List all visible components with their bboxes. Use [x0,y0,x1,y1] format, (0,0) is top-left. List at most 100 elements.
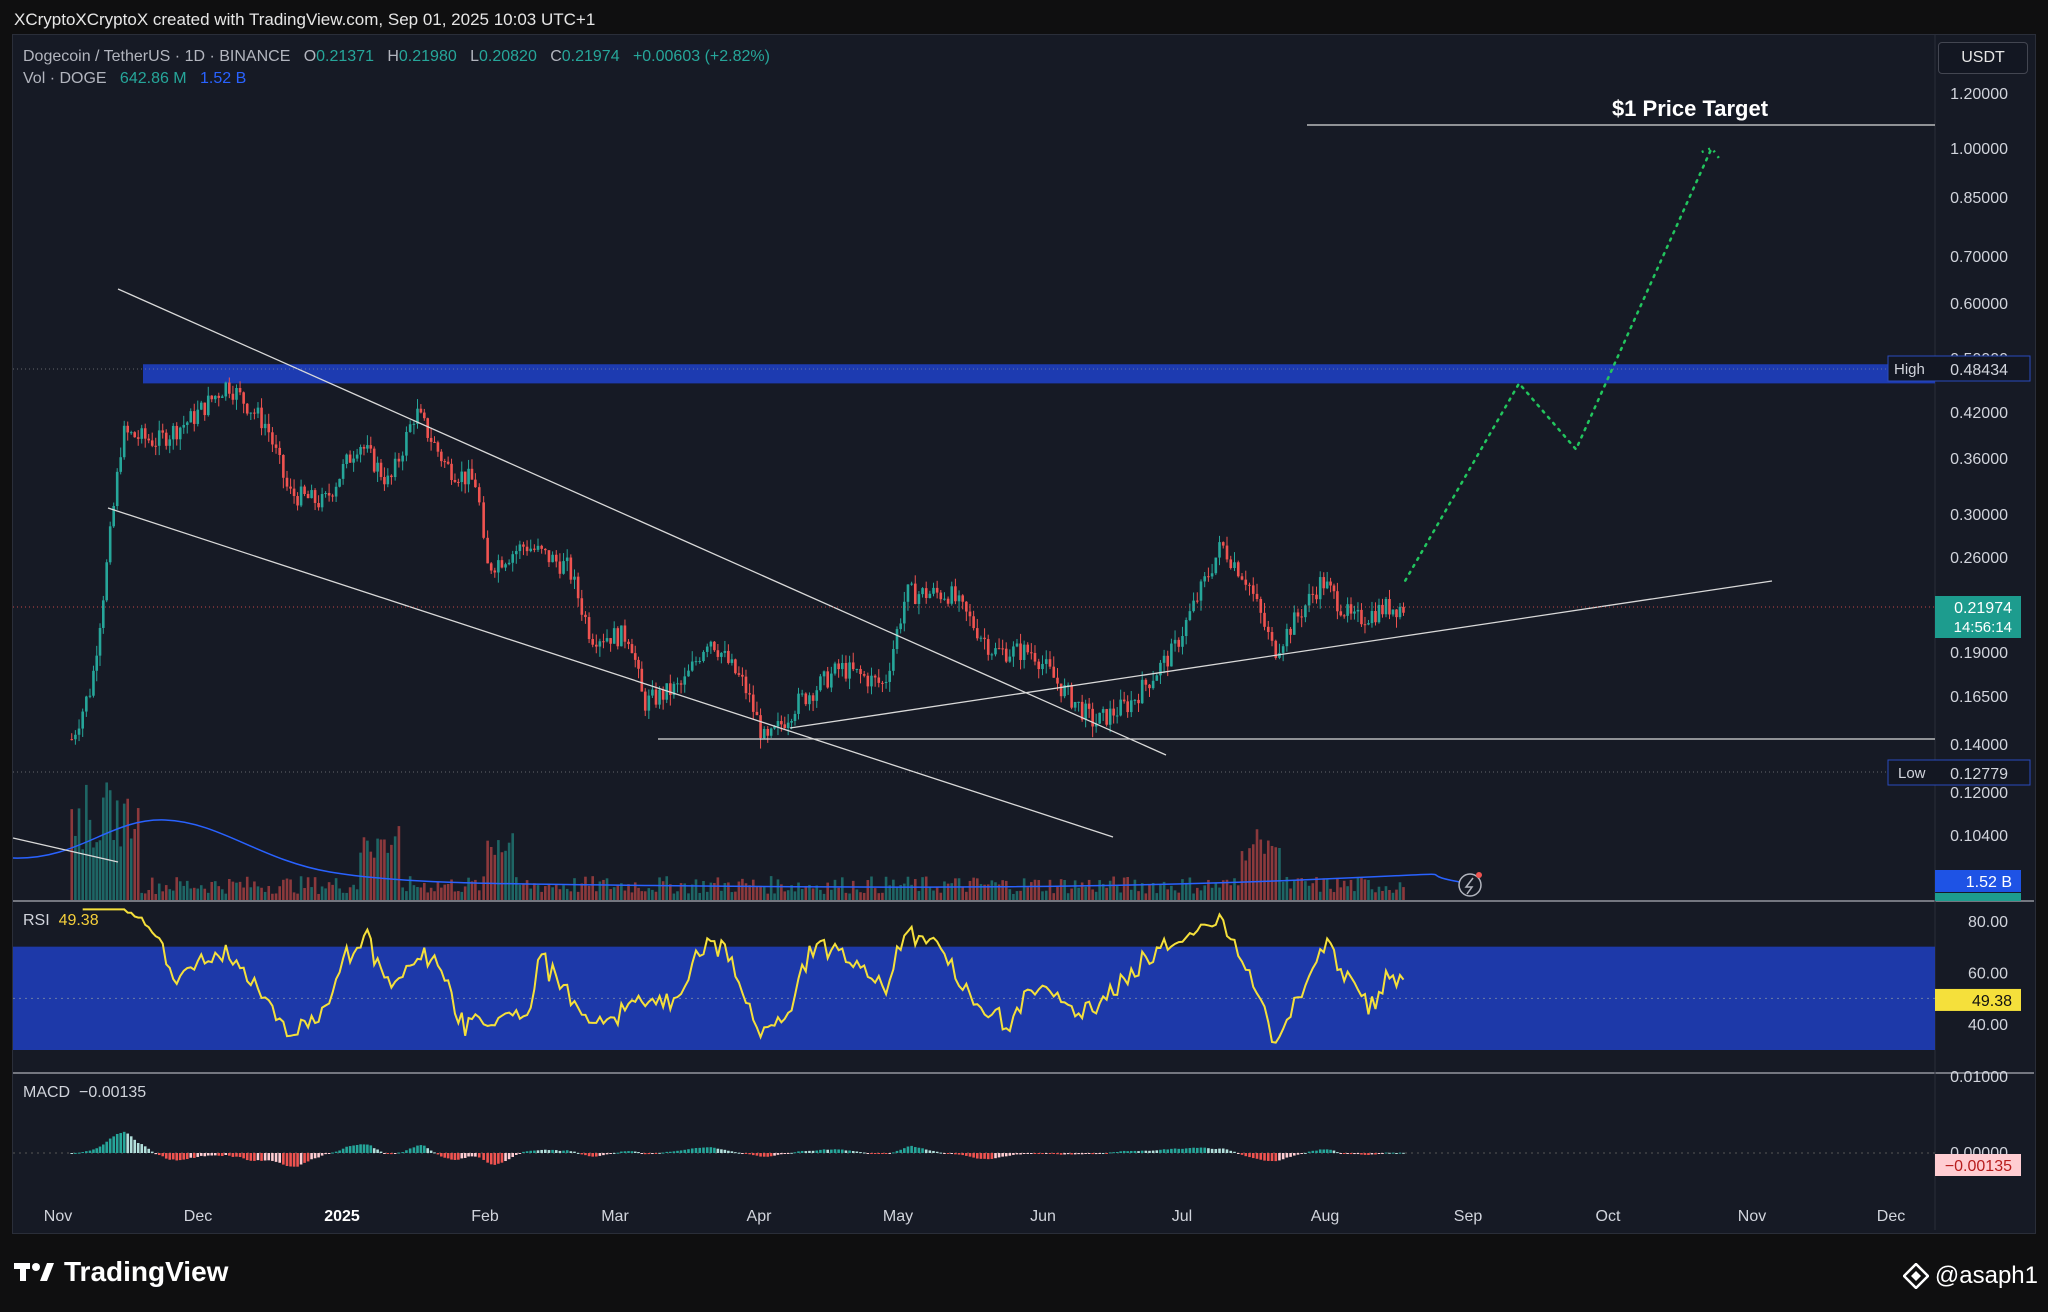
candle-body [737,673,741,675]
volume-bar [1278,847,1281,900]
macd-histogram-bar [140,1144,144,1153]
candle-body [833,663,837,674]
volume-bar [518,884,522,900]
volume-bar [1315,877,1318,900]
rsi-label[interactable]: RSI [23,912,50,929]
candle-body [289,486,292,489]
macd-histogram-bar [884,1153,888,1154]
macd-histogram-bar [1332,1150,1336,1153]
volume-bar [1188,877,1192,900]
candle-body [1233,562,1236,569]
volume-bar [1019,890,1022,900]
macd-histogram-bar [786,1153,790,1154]
tradingview-logo[interactable]: TradingView [14,1256,228,1288]
macd-histogram-bar [1084,1153,1087,1155]
macd-histogram-bar [1098,1153,1101,1154]
macd-histogram-bar [260,1153,263,1161]
macd-histogram-bar [253,1153,256,1161]
macd-histogram-bar [1384,1152,1388,1154]
candle-body [178,427,182,440]
candle-body [720,652,723,657]
macd-histogram-bar [522,1151,525,1153]
macd-histogram-bar [511,1153,515,1157]
volume-bar [101,797,105,900]
candle-body [709,641,713,647]
candle-body [1084,703,1087,720]
volume-badge-secondary [1935,893,2021,901]
volume-bar [913,879,917,900]
volume-bar [383,839,386,900]
volume-bar [547,884,551,900]
macd-histogram-bar [282,1153,285,1165]
volume-bar [443,884,447,900]
macd-histogram-bar [658,1152,661,1154]
candle-body [921,588,924,595]
macd-histogram-bar [737,1152,741,1154]
volume-bar [92,847,95,900]
macd-histogram-bar [848,1150,851,1153]
volume-bar [884,876,888,900]
macd-histogram-bar [331,1152,334,1154]
volume-bar [654,891,658,900]
candle-body [565,557,569,562]
volume-bar [81,849,84,900]
volume-bar [1199,890,1203,900]
macd-histogram-bar [569,1151,573,1153]
candle-body [199,402,203,410]
macd-histogram-bar [497,1153,500,1164]
macd-histogram-bar [1001,1153,1004,1157]
volume-bar [943,881,946,900]
volume-bar [1094,891,1098,900]
volume-bar [397,826,401,900]
volume-bar [961,886,964,900]
candle-body [220,396,224,398]
volume-bar [164,885,168,900]
macd-histogram-bar [612,1152,616,1154]
macd-histogram-bar [1012,1153,1015,1155]
macd-histogram-bar [1140,1150,1144,1153]
macd-label[interactable]: MACD [23,1084,71,1101]
volume-bar [762,887,766,900]
volume-bar [755,886,759,900]
volume-bar [1192,893,1195,900]
macd-histogram-bar [790,1152,793,1154]
macd-histogram-bar [1077,1153,1080,1155]
candle-body [210,395,214,400]
candle-body [1221,542,1225,546]
volume-bar [1015,891,1019,900]
chart-credit: XCryptoXCryptoX created with TradingView… [14,10,596,29]
macd-histogram-bar [637,1151,640,1153]
volume-label[interactable]: Vol · DOGE [23,70,107,87]
rsi-value: 49.38 [58,912,99,929]
volume-bar [690,884,694,900]
macd-histogram-bar [895,1150,899,1153]
candle-body [189,411,193,423]
price-tick-label: 0.70000 [1950,249,2008,266]
macd-histogram-bar [997,1153,1001,1158]
candle-body [939,592,943,600]
candle-body [723,650,727,653]
candle-body [171,425,175,440]
candle-body [379,462,383,477]
volume-bar [562,885,565,900]
volume-bar [1296,878,1300,900]
volume-bar [408,876,412,900]
volume-bar [1367,880,1370,900]
volume-bar [1370,889,1374,900]
volume-bar [1030,882,1033,900]
macd-histogram-bar [1388,1152,1391,1154]
candle-body [533,548,536,550]
symbol-name[interactable]: Dogecoin / TetherUS · 1D · BINANCE [23,48,291,65]
volume-bar [1225,879,1229,900]
candle-body [1353,611,1356,614]
currency-button[interactable]: USDT [1938,42,2028,74]
volume-bar [1177,892,1181,900]
volume-bar [1210,887,1214,900]
candle-body [1356,609,1360,612]
current-price-badge [1935,596,2021,638]
candle-body [873,675,877,678]
macd-histogram-bar [1052,1153,1056,1154]
macd-histogram-bar [493,1153,497,1165]
candle-body [119,457,123,472]
